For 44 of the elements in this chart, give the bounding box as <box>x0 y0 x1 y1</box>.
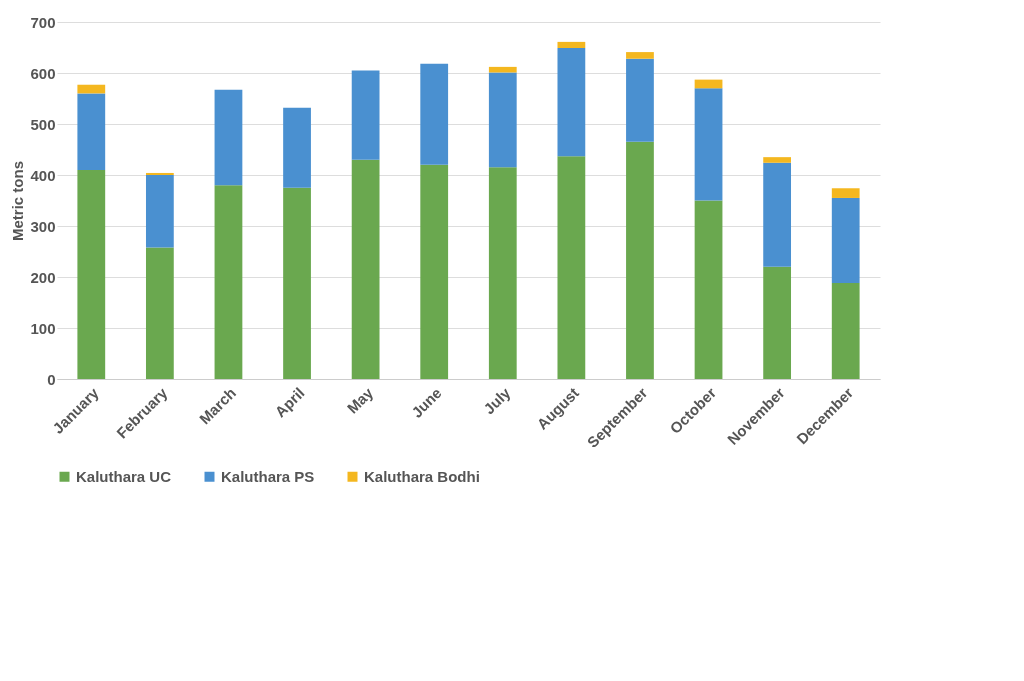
bar <box>77 93 106 170</box>
bar <box>694 79 723 89</box>
bar <box>763 157 792 163</box>
bar <box>763 266 792 379</box>
bar <box>626 52 654 59</box>
bar <box>145 175 174 248</box>
bar <box>694 88 723 201</box>
legend-label: Kaluthara Bodhi <box>364 467 480 485</box>
bar <box>420 164 449 379</box>
y-axis-title: Metric tons <box>9 160 27 242</box>
bar <box>145 247 174 379</box>
bar <box>557 156 586 379</box>
legend-label: Kaluthara PS <box>221 467 315 485</box>
bar <box>488 167 517 379</box>
bar <box>283 187 311 379</box>
bar <box>831 188 860 198</box>
y-tick-label: 700 <box>30 13 56 31</box>
y-tick-label: 600 <box>30 64 56 82</box>
bar <box>214 89 243 186</box>
y-tick-label: 500 <box>30 115 56 133</box>
y-tick-label: 300 <box>30 217 56 235</box>
y-tick-label: 0 <box>47 370 56 388</box>
bar <box>214 185 243 379</box>
bar <box>145 172 174 175</box>
bar <box>351 70 380 160</box>
bar <box>488 66 517 73</box>
legend-label: Kaluthara UC <box>76 467 172 485</box>
bar <box>694 200 723 379</box>
bar <box>831 197 860 284</box>
bar <box>77 84 106 94</box>
bar <box>626 58 654 142</box>
bar <box>351 159 380 379</box>
y-tick-label: 200 <box>30 268 56 286</box>
bar <box>77 169 106 379</box>
bar <box>557 41 586 49</box>
bar <box>488 72 517 168</box>
bar <box>420 63 449 165</box>
y-tick-label: 100 <box>30 319 56 337</box>
bar <box>763 162 792 267</box>
bar <box>626 141 654 379</box>
bar <box>283 107 311 188</box>
y-tick-label: 400 <box>30 166 56 184</box>
bar <box>831 283 860 379</box>
bar <box>557 48 586 157</box>
